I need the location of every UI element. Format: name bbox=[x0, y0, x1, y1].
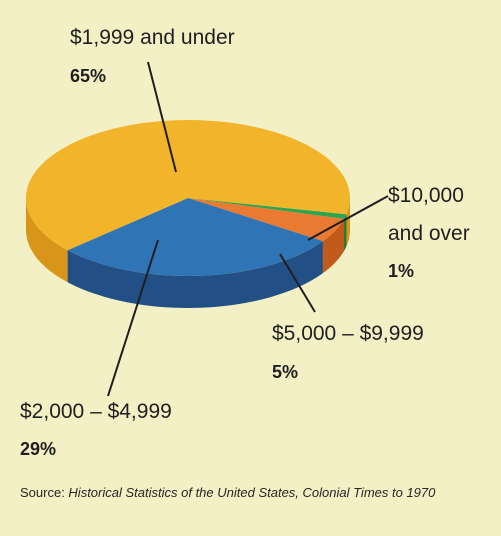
side-5000-9999 bbox=[322, 218, 345, 274]
side-2000-4999 bbox=[67, 241, 323, 309]
pie-slices bbox=[25, 120, 351, 276]
pie-sides bbox=[26, 198, 350, 309]
value-label-10000-and-over: 1% bbox=[388, 261, 414, 281]
value-label-1999-and-under: 65% bbox=[70, 66, 106, 86]
source-prefix: Source: bbox=[20, 485, 69, 500]
side-1999-and-under bbox=[26, 198, 68, 283]
source-note: Source: Historical Statistics of the Uni… bbox=[20, 484, 480, 502]
source-title: Historical Statistics of the United Stat… bbox=[68, 485, 436, 500]
value-label-2000-4999: 29% bbox=[20, 439, 56, 459]
label-5000-9999: $5,000 – $9,999 bbox=[272, 322, 424, 345]
label-10000-line-1: $10,000 bbox=[388, 184, 464, 207]
value-label-5000-9999: 5% bbox=[272, 362, 298, 382]
slice-10000-and-over bbox=[188, 198, 347, 219]
label-1999-and-under: $1,999 and under bbox=[70, 26, 235, 49]
slice-2000-4999 bbox=[67, 198, 323, 276]
side-1999-and-under-1 bbox=[346, 198, 350, 247]
label-2000-4999: $2,000 – $4,999 bbox=[20, 400, 172, 423]
leader-line-2000 bbox=[107, 239, 159, 397]
slice-5000-9999 bbox=[188, 198, 345, 242]
label-10000-line-2: and over bbox=[388, 222, 470, 245]
slice-1999-and-under bbox=[25, 120, 351, 251]
leader-line-5000 bbox=[279, 253, 316, 313]
leader-line-1999 bbox=[147, 61, 177, 173]
side-10000-and-over bbox=[344, 214, 347, 251]
leader-line-10000 bbox=[307, 195, 389, 241]
